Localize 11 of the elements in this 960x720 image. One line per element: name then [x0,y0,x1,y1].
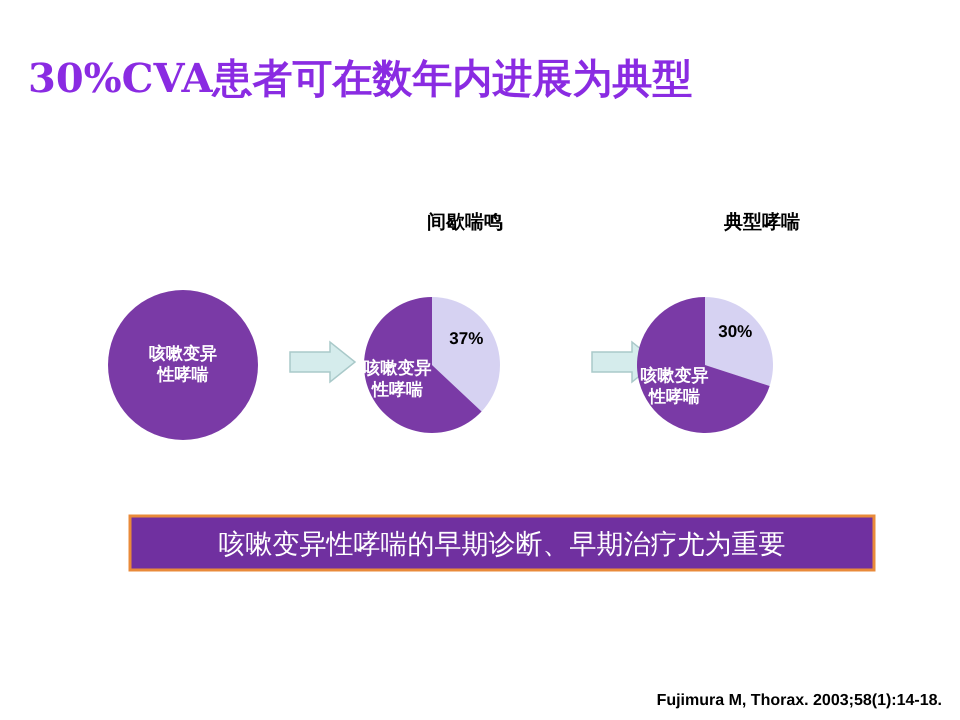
pie-slice [432,297,500,412]
slice-label: 咳嗽变异性哮喘 [364,358,432,400]
text: Fujimura M, Thorax. 2003;58(1):14-18. [656,692,942,709]
data-label: 30% [718,322,752,342]
data-label: 37% [449,329,484,348]
slice-label: 咳嗽变异性哮喘 [640,366,709,408]
text: 咳嗽变异性哮喘的早期诊断、早期治疗尤为重要 [218,529,786,560]
slice-label: 咳嗽变异性哮喘 [149,344,217,386]
chart-title: 典型哮喘 [723,211,800,233]
text: 30%CVA患者可在数年内进展为典型 [28,55,692,102]
chart-title: 间歇喘鸣 [427,211,503,233]
